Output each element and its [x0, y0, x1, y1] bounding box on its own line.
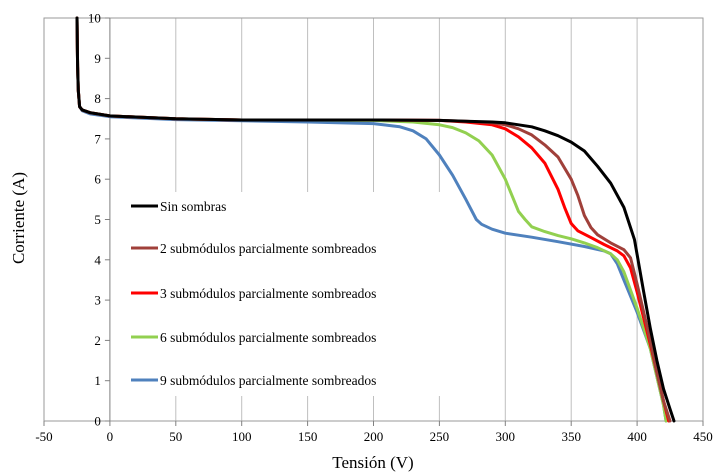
x-tick-label: 50 — [169, 429, 182, 444]
data-series — [75, 16, 676, 423]
y-tick-label: 1 — [94, 373, 101, 388]
legend-label-3: 3 submódulos parcialmente sombreados — [160, 286, 376, 301]
x-tick-label: 150 — [298, 429, 318, 444]
x-tick-label: 350 — [561, 429, 581, 444]
legend-label-4: 6 submódulos parcialmente sombreados — [160, 330, 376, 345]
legend-label-5: 9 submódulos parcialmente sombreados — [160, 373, 376, 388]
x-tick-label: -50 — [35, 429, 52, 444]
x-tick-label: 100 — [232, 429, 252, 444]
legend-background — [122, 192, 440, 396]
y-tick-label: 7 — [94, 131, 101, 146]
axes — [43, 17, 704, 426]
series-line-1 — [75, 16, 676, 423]
x-tick-label: 250 — [430, 429, 450, 444]
x-tick-label: 200 — [364, 429, 384, 444]
y-tick-label: 4 — [94, 252, 101, 267]
y-tick-label: 0 — [94, 414, 101, 429]
tick-labels: 0 1 2 3 4 5 6 7 8 9 10 -50 0 50 100 150 200 250 300 350 400 4… — [35, 11, 712, 445]
x-axis-title: Tensión (V) — [332, 453, 413, 472]
y-tick-label: 3 — [94, 293, 101, 308]
x-tick-label: 450 — [693, 429, 713, 444]
y-tick-label: 9 — [94, 51, 101, 66]
x-tick-label: 300 — [496, 429, 516, 444]
y-axis-title: Corriente (A) — [9, 172, 28, 264]
x-tick-label: 400 — [627, 429, 647, 444]
y-tick-label: 2 — [94, 333, 101, 348]
y-tick-label: 5 — [94, 212, 101, 227]
y-tick-label: 6 — [94, 172, 101, 187]
legend-label-2: 2 submódulos parcialmente sombreados — [160, 241, 376, 256]
legend-label-1: Sin sombras — [160, 199, 226, 214]
y-tick-label: 8 — [94, 91, 101, 106]
x-tick-label: 0 — [107, 429, 114, 444]
legend: Sin sombras 2 submódulos parcialmente som… — [122, 192, 440, 396]
y-tick-label: 10 — [88, 11, 101, 26]
